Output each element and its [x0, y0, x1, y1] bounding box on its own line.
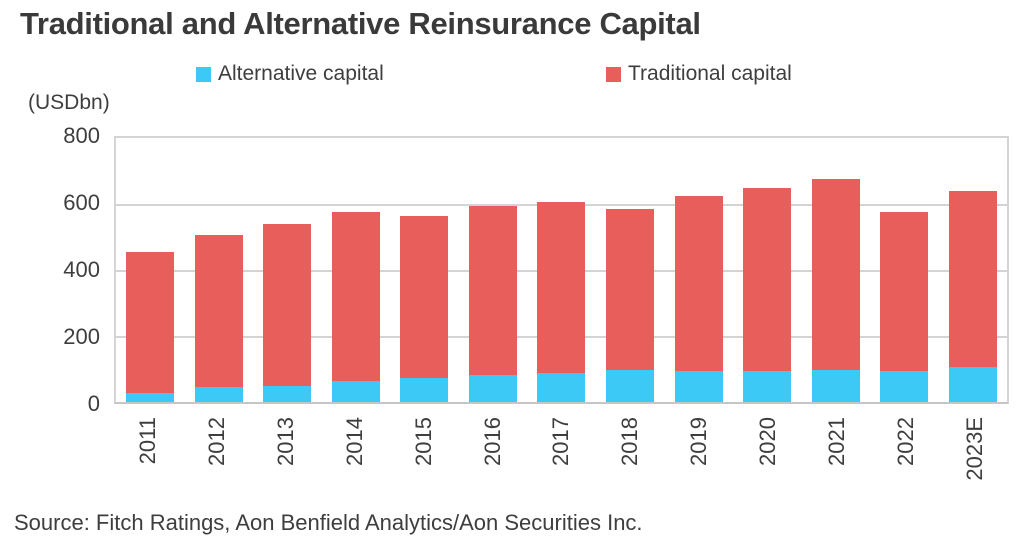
alternative-segment-2015 — [400, 378, 449, 402]
traditional-segment-2018 — [605, 208, 654, 370]
legend-label-traditional: Traditional capital — [628, 62, 792, 85]
x-label-slot-2011: 2011 — [114, 417, 183, 481]
x-label-slot-2021: 2021 — [802, 417, 871, 481]
stacked-bar-2014 — [331, 138, 380, 402]
bars-container — [116, 138, 1007, 402]
stacked-bar-2012 — [194, 138, 243, 402]
bar-slot-2013 — [253, 138, 322, 402]
bar-slot-2022 — [870, 138, 939, 402]
alternative-capital-swatch — [196, 66, 211, 82]
x-label-slot-2019: 2019 — [665, 417, 734, 481]
x-tick-label-2019: 2019 — [686, 417, 712, 466]
y-tick-label-400: 400 — [63, 257, 100, 282]
legend-item-traditional: Traditional capital — [606, 62, 792, 86]
x-label-slot-2023E: 2023E — [940, 417, 1009, 481]
traditional-segment-2017 — [537, 202, 586, 373]
alternative-segment-2016 — [468, 375, 517, 402]
chart-title: Traditional and Alternative Reinsurance … — [20, 6, 701, 41]
bar-slot-2014 — [322, 138, 391, 402]
alternative-segment-2012 — [194, 387, 243, 402]
alternative-segment-2021 — [811, 370, 860, 402]
alternative-segment-2022 — [880, 371, 929, 402]
bar-slot-2011 — [116, 138, 185, 402]
traditional-segment-2015 — [400, 215, 449, 379]
alternative-segment-2013 — [263, 385, 312, 402]
x-label-slot-2016: 2016 — [458, 417, 527, 481]
traditional-segment-2011 — [126, 251, 175, 393]
alternative-segment-2011 — [126, 392, 175, 402]
x-tick-label-2012: 2012 — [204, 417, 230, 466]
stacked-bar-2013 — [263, 138, 312, 402]
traditional-segment-2016 — [468, 205, 517, 376]
bar-slot-2023E — [938, 138, 1007, 402]
x-tick-label-2013: 2013 — [273, 417, 299, 466]
stacked-bar-2021 — [811, 138, 860, 402]
alternative-segment-2018 — [605, 370, 654, 402]
bar-slot-2017 — [527, 138, 596, 402]
bar-slot-2015 — [390, 138, 459, 402]
x-label-slot-2015: 2015 — [389, 417, 458, 481]
x-tick-label-2011: 2011 — [135, 417, 161, 465]
x-tick-label-2018: 2018 — [617, 417, 643, 466]
stacked-bar-2022 — [880, 138, 929, 402]
legend-item-alternative: Alternative capital — [196, 62, 384, 86]
alternative-segment-2019 — [674, 370, 723, 402]
traditional-segment-2012 — [194, 235, 243, 388]
alternative-segment-2020 — [743, 370, 792, 402]
bar-slot-2020 — [733, 138, 802, 402]
x-tick-label-2017: 2017 — [548, 417, 574, 466]
x-label-slot-2014: 2014 — [321, 417, 390, 481]
x-tick-label-2016: 2016 — [479, 417, 505, 466]
alternative-segment-2014 — [331, 380, 380, 402]
x-tick-label-2015: 2015 — [410, 417, 436, 466]
stacked-bar-2015 — [400, 138, 449, 402]
x-label-slot-2018: 2018 — [596, 417, 665, 481]
traditional-segment-2023E — [948, 190, 997, 368]
traditional-segment-2022 — [880, 212, 929, 372]
bar-slot-2019 — [664, 138, 733, 402]
traditional-segment-2019 — [674, 195, 723, 371]
source-note: Source: Fitch Ratings, Aon Benfield Anal… — [14, 510, 643, 535]
x-label-slot-2017: 2017 — [527, 417, 596, 481]
legend-label-alternative: Alternative capital — [218, 62, 384, 85]
traditional-segment-2014 — [331, 212, 380, 381]
stacked-bar-2020 — [743, 138, 792, 402]
y-tick-label-600: 600 — [63, 190, 100, 215]
x-tick-label-2020: 2020 — [755, 417, 781, 466]
x-tick-label-2014: 2014 — [341, 417, 367, 466]
y-tick-label-0: 0 — [87, 391, 100, 416]
bar-slot-2018 — [596, 138, 665, 402]
stacked-bar-2017 — [537, 138, 586, 402]
y-axis-unit-label: (USDbn) — [28, 91, 110, 114]
stacked-bar-2023E — [948, 138, 997, 402]
x-tick-label-2022: 2022 — [892, 417, 918, 466]
x-label-slot-2020: 2020 — [734, 417, 803, 481]
bar-slot-2016 — [459, 138, 528, 402]
traditional-capital-swatch — [606, 66, 621, 82]
plot-area — [114, 136, 1009, 404]
stacked-bar-2011 — [126, 138, 175, 402]
traditional-segment-2013 — [263, 223, 312, 386]
traditional-segment-2020 — [743, 187, 792, 371]
x-label-slot-2022: 2022 — [871, 417, 940, 481]
traditional-segment-2021 — [811, 179, 860, 370]
stacked-bar-2018 — [605, 138, 654, 402]
x-label-slot-2012: 2012 — [183, 417, 252, 481]
bar-slot-2021 — [801, 138, 870, 402]
stacked-bar-2016 — [468, 138, 517, 402]
bar-slot-2012 — [185, 138, 254, 402]
y-tick-label-800: 800 — [63, 123, 100, 148]
y-tick-label-200: 200 — [63, 324, 100, 349]
x-tick-label-2023E: 2023E — [961, 417, 987, 481]
x-label-slot-2013: 2013 — [252, 417, 321, 481]
x-axis: 2011 2012 2013 2014 2015 2016 2017 2018 2019 2020… — [114, 417, 1009, 481]
x-tick-label-2021: 2021 — [823, 417, 849, 466]
alternative-segment-2017 — [537, 372, 586, 402]
stacked-bar-2019 — [674, 138, 723, 402]
alternative-segment-2023E — [948, 367, 997, 402]
